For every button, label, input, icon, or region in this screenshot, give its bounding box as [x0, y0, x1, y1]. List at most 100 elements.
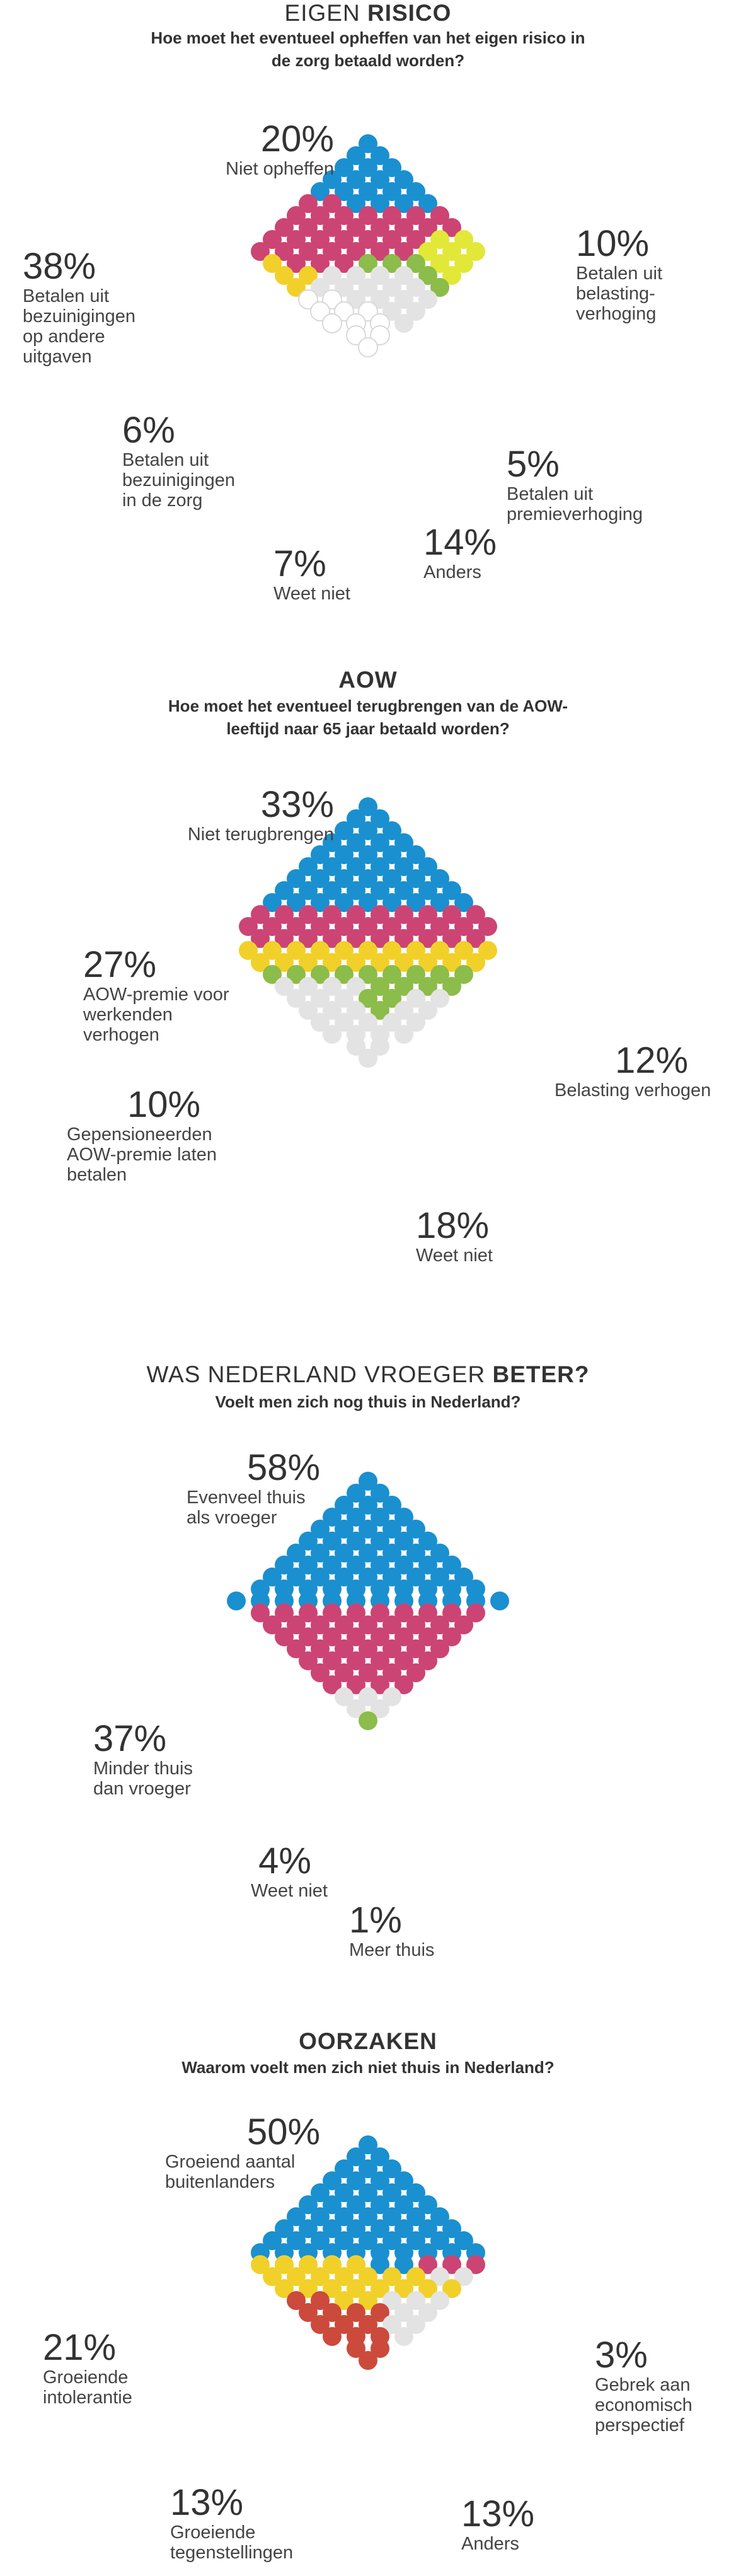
dot-yellow	[275, 953, 294, 972]
label-text: Niet terugbrengen	[187, 824, 334, 845]
dot-red	[418, 1603, 437, 1622]
label-anders: 13% Anders	[461, 2495, 587, 2555]
dot-red	[371, 1675, 389, 1694]
dot-blue	[406, 2207, 425, 2226]
label-pct: 5%	[507, 444, 560, 485]
label-weet-niet: 4% Weet niet	[189, 1842, 328, 1902]
dot-red	[323, 929, 342, 948]
dot-red	[418, 218, 437, 237]
dot-blue	[382, 182, 401, 201]
dot-grey	[323, 1001, 342, 1020]
dot-red	[406, 917, 425, 936]
dot-grey	[347, 977, 365, 996]
chart-title: AOW	[0, 667, 736, 693]
dot-red	[359, 917, 377, 936]
dot-green	[430, 278, 449, 297]
title-bold: OORZAKEN	[299, 2028, 437, 2054]
dot-blue	[359, 2159, 377, 2178]
dot-red	[394, 218, 413, 237]
label-belastingverhoging: 10% Betalen uit belasting- verhoging	[576, 224, 727, 325]
dot-blue	[347, 194, 365, 213]
title-light: EIGEN	[284, 0, 360, 26]
dot-grey	[371, 290, 389, 309]
dot-blue	[275, 1556, 294, 1574]
dot-grey	[394, 2327, 413, 2346]
dot-brick	[335, 2315, 354, 2334]
dot-blue	[382, 1496, 401, 1515]
dot-blue	[323, 2171, 342, 2190]
dot-grey	[335, 989, 354, 1008]
dot-red	[382, 206, 401, 225]
dot-grey	[311, 278, 330, 297]
dot-blue	[382, 845, 401, 864]
label-text: AOW-premie voor werkenden verhogen	[83, 985, 229, 1045]
dot-grey	[299, 977, 318, 996]
dot-red	[323, 1675, 342, 1694]
dot-red	[299, 905, 318, 924]
dot-lime	[418, 242, 437, 261]
dot-blue	[287, 2231, 306, 2250]
dot-red	[287, 917, 306, 936]
dot-blue	[382, 1568, 401, 1586]
dot-blue	[323, 833, 342, 852]
dot-red	[347, 929, 365, 948]
dot-blue	[347, 1532, 365, 1551]
dot-blue	[371, 1508, 389, 1527]
dot-red	[466, 2255, 485, 2274]
dot-yellow	[430, 941, 449, 960]
dot-white	[346, 325, 366, 345]
label-niet-opheffen: 20% Niet opheffen	[145, 120, 334, 180]
dot-blue	[311, 182, 330, 201]
dot-brick	[359, 2315, 377, 2334]
dot-brick	[371, 2303, 389, 2322]
dot-yellow	[418, 953, 437, 972]
label-text: Anders	[461, 2534, 519, 2554]
dot-blue	[347, 857, 365, 876]
dot-red	[287, 230, 306, 249]
dot-red	[454, 1615, 473, 1634]
dot-blue	[406, 1544, 425, 1562]
dot-blue	[394, 833, 413, 852]
label-text: Niet opheffen	[226, 159, 334, 179]
dot-blue	[287, 2207, 306, 2226]
dot-yellow	[287, 941, 306, 960]
dot-blue	[299, 1532, 318, 1551]
dot-blue	[394, 2195, 413, 2214]
dot-red	[263, 1615, 282, 1634]
dot-grey	[311, 989, 330, 1008]
dot-blue	[323, 1508, 342, 1527]
dot-red	[299, 1651, 318, 1670]
dot-brick	[359, 2351, 377, 2370]
dot-red	[323, 905, 342, 924]
dot-red	[335, 1615, 354, 1634]
dot-red	[323, 1603, 342, 1622]
dot-blue	[371, 1556, 389, 1574]
dot-blue	[371, 146, 389, 165]
dot-blue	[382, 893, 401, 912]
dot-red	[454, 917, 473, 936]
chart-title: EIGEN RISICO	[0, 0, 736, 26]
dot-blue	[371, 2171, 389, 2190]
dot-blue	[311, 869, 330, 888]
dot-yellow	[406, 2267, 425, 2286]
dot-grey	[371, 1037, 389, 1056]
dot-red	[335, 230, 354, 249]
dot-yellow	[466, 953, 485, 972]
dot-white	[298, 289, 318, 309]
label-pct: 21%	[43, 2327, 117, 2368]
label-text: Groeiende intolerantie	[43, 2367, 132, 2408]
dot-red	[263, 917, 282, 936]
dot-blue	[311, 1568, 330, 1586]
dot-red	[275, 218, 294, 237]
dot-yellow	[323, 953, 342, 972]
dot-red	[275, 242, 294, 261]
title-bold: BETER?	[492, 1361, 590, 1387]
label-text: Groeiende tegenstellingen	[170, 2522, 294, 2563]
dot-red	[394, 1627, 413, 1646]
dot-red	[335, 254, 354, 273]
dot-blue	[382, 1520, 401, 1539]
label-pct: 6%	[122, 410, 175, 451]
label-pct: 3%	[595, 2335, 648, 2376]
dot-yellow	[287, 2267, 306, 2286]
dot-red	[406, 206, 425, 225]
